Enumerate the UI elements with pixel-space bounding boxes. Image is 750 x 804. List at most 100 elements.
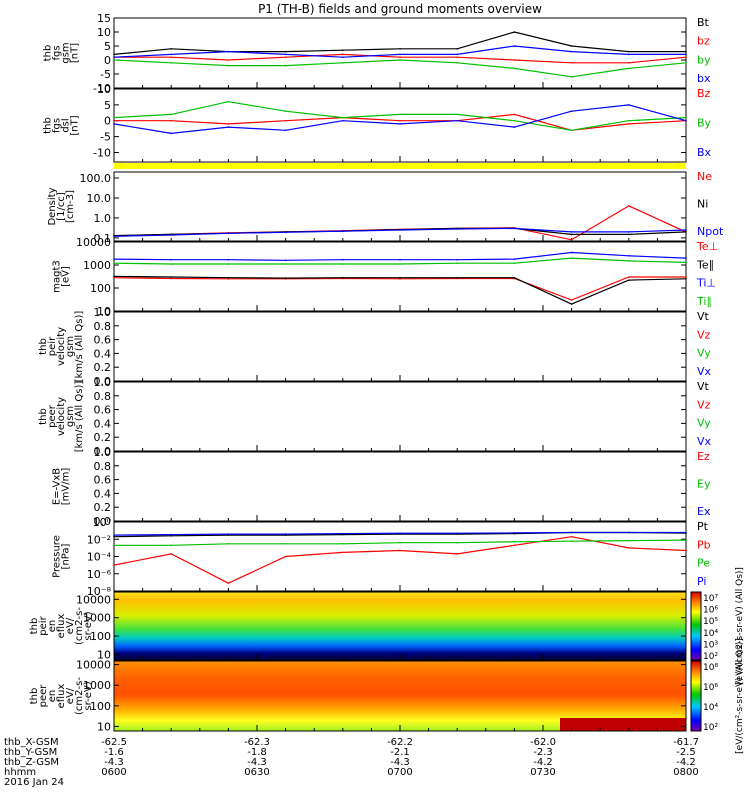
y-axis-label: [cm-3] xyxy=(65,190,76,223)
data-point xyxy=(570,303,573,305)
data-point xyxy=(342,276,344,279)
data-point xyxy=(456,228,459,230)
legend-fgs_gsm: by xyxy=(697,53,711,66)
legend-pressure: Pi xyxy=(697,575,706,588)
y-tick-label: 10 xyxy=(97,26,111,39)
data-point xyxy=(399,113,401,116)
y-tick-label: 5 xyxy=(104,40,111,53)
y-axis-label: eflux xyxy=(56,684,67,709)
y-tick-label: 10⁻⁴ xyxy=(87,551,112,564)
data-point xyxy=(342,230,344,232)
y-axis-label: peer xyxy=(38,684,49,708)
y-tick-label: -10 xyxy=(93,146,111,159)
y-axis-label: (cm2-s- xyxy=(74,607,85,645)
data-point xyxy=(170,535,172,537)
panel-peer_en: 10000 1000 100 10 thbpeerenefluxeV/(cm2-s-sr… xyxy=(29,659,687,733)
y-tick-label: 5 xyxy=(104,99,111,112)
data-point xyxy=(227,582,230,585)
y-tick-label: 0.0 xyxy=(94,375,112,388)
series-line-fgs_dsl-5 xyxy=(113,101,687,131)
data-point xyxy=(456,541,459,544)
data-point xyxy=(685,56,687,58)
data-point xyxy=(342,56,344,58)
data-point xyxy=(399,119,401,122)
y-tick-label: 10⁻⁶ xyxy=(87,568,112,581)
data-point xyxy=(399,123,401,125)
data-point xyxy=(399,53,401,56)
y-tick-label: -10 xyxy=(93,82,111,95)
data-point xyxy=(227,533,230,535)
data-point xyxy=(570,45,573,47)
y-tick-label: 10 xyxy=(97,83,111,96)
y-axis-label: gsm xyxy=(65,406,76,427)
data-point xyxy=(685,119,687,122)
data-point xyxy=(570,239,573,241)
x-tick-label: 0730 xyxy=(530,767,555,778)
x-tick-label: 0630 xyxy=(244,767,269,778)
data-point xyxy=(513,541,516,543)
data-point xyxy=(685,229,687,231)
data-point xyxy=(170,53,172,56)
colorbar-tick-label: 10² xyxy=(703,652,718,662)
data-point xyxy=(570,299,573,301)
y-axis-label: velocity xyxy=(56,397,67,436)
colorbar-tick-label: 10⁸ xyxy=(703,663,718,673)
y-tick-label: 10000 xyxy=(76,659,111,672)
y-axis-label: peer xyxy=(47,404,58,428)
series-line-fgs_dsl-4 xyxy=(114,113,687,131)
y-tick-label: 10000 xyxy=(76,593,111,606)
x-tick-label: -1.6 xyxy=(104,747,124,758)
y-tick-label: 0.8 xyxy=(94,390,112,403)
data-point xyxy=(227,276,230,279)
panel-peir_en: 10000 1000 100 10 thbpeirenefluxeV/(cm2-s-sr… xyxy=(29,591,687,661)
series-line-fgs_gsm-3 xyxy=(113,45,686,58)
panel-peer_vel: 1.00.80.60.40.20.0thbpeervelocitygsm[km/… xyxy=(38,376,712,458)
y-tick-label: 10⁻⁸ xyxy=(87,585,112,598)
legend-pressure: Pb xyxy=(697,538,711,551)
data-point xyxy=(570,233,573,236)
series-line-temp-11 xyxy=(113,275,687,305)
data-point xyxy=(284,110,287,113)
x-tick-label: -4.3 xyxy=(390,757,410,768)
data-point xyxy=(342,263,344,265)
panel-temp: 10000 1000 100 10 magt3[eV] Te⊥ Te∥ Ti⊥ Ti∥ xyxy=(52,236,719,318)
series-line-fgs_gsm-1 xyxy=(114,53,687,64)
quality-flag-bar xyxy=(114,163,686,169)
y-axis-label: magt3 xyxy=(52,260,63,293)
data-point xyxy=(170,533,172,536)
x-axis-row-label: thb_X-GSM xyxy=(4,737,59,748)
colorbar-tick-label: 10⁶ xyxy=(703,606,718,616)
data-point xyxy=(399,48,401,50)
y-tick-label: 1.0 xyxy=(94,212,112,225)
legend-efield: Ez xyxy=(697,450,710,463)
y-tick-label: 10⁻² xyxy=(87,533,111,546)
data-point xyxy=(227,123,230,125)
data-point xyxy=(227,263,230,265)
data-point xyxy=(170,544,172,547)
data-point xyxy=(284,542,287,545)
x-axis-row-label: thb_Z-GSM xyxy=(4,757,59,768)
data-point xyxy=(570,535,573,538)
data-point xyxy=(399,263,401,265)
data-point xyxy=(570,257,573,259)
data-point xyxy=(628,67,630,70)
legend-temp: Ti⊥ xyxy=(696,277,716,290)
data-point xyxy=(685,531,687,534)
data-point xyxy=(456,553,459,555)
y-tick-label: 10.0 xyxy=(87,192,112,205)
data-point xyxy=(570,129,573,132)
data-point xyxy=(170,62,172,64)
spectrogram-feature xyxy=(560,718,686,731)
data-point xyxy=(342,532,344,535)
data-point xyxy=(284,64,287,67)
legend-density: Npot xyxy=(697,225,724,238)
y-axis-label: sr-eV) xyxy=(83,611,94,640)
y-tick-label: 10 xyxy=(97,720,111,733)
colorbar-gradient xyxy=(690,591,702,661)
y-tick-label: 0.6 xyxy=(94,474,112,487)
data-point xyxy=(456,56,459,58)
data-point xyxy=(113,535,115,538)
y-axis-label: fgs xyxy=(52,45,63,60)
